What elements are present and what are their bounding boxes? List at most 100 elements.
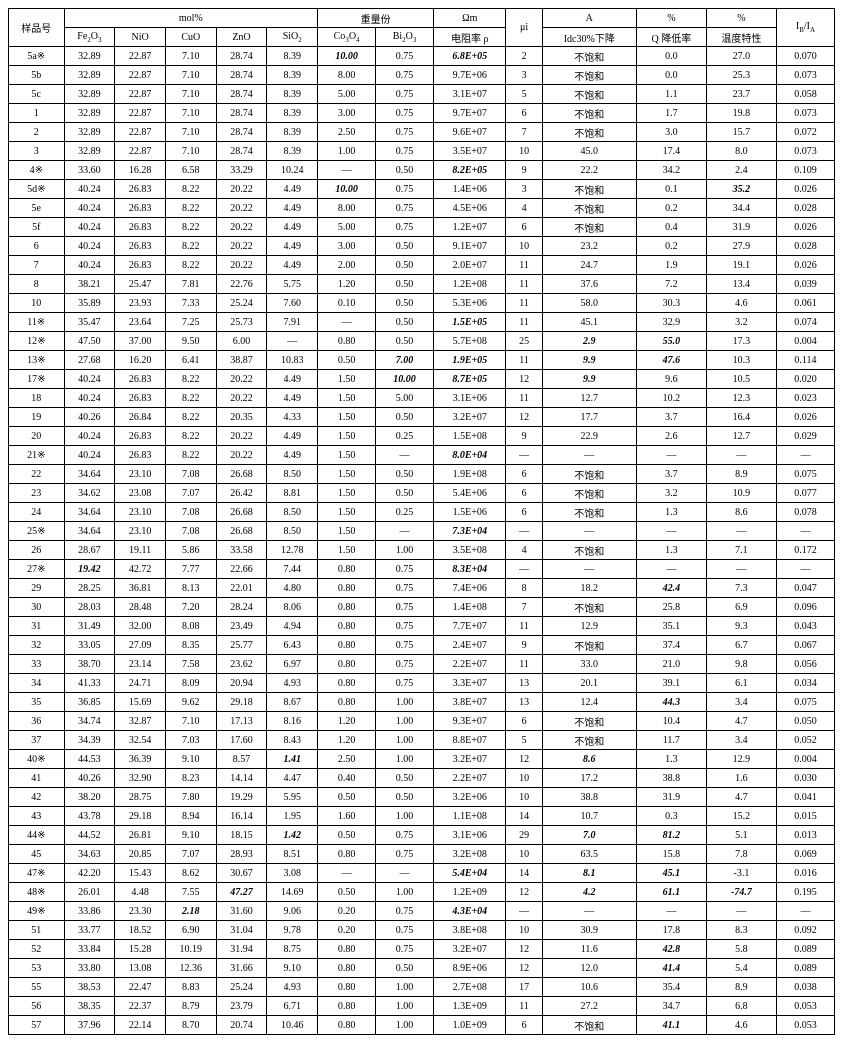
table-cell: 10.00 (318, 47, 376, 66)
table-cell: 24.7 (542, 256, 636, 275)
table-cell: 33 (9, 655, 65, 674)
table-cell: 0.078 (776, 503, 834, 522)
table-row: 4140.2632.908.2314.144.470.400.502.2E+07… (9, 769, 835, 788)
table-cell: 11 (506, 256, 542, 275)
table-cell: 28.74 (216, 104, 267, 123)
table-cell: 0.80 (318, 978, 376, 997)
table-cell: 不饱和 (542, 199, 636, 218)
table-row: 5638.3522.378.7923.796.710.801.001.3E+09… (9, 997, 835, 1016)
table-cell: 17.60 (216, 731, 267, 750)
table-cell: 8.39 (267, 85, 318, 104)
table-row: 3028.0328.487.2028.248.060.800.751.4E+08… (9, 598, 835, 617)
table-cell: 3.2E+06 (434, 788, 506, 807)
table-cell: 23.10 (115, 465, 166, 484)
table-row: 3233.0527.098.3525.776.430.800.752.4E+07… (9, 636, 835, 655)
table-cell: 0.50 (376, 465, 434, 484)
table-cell: 26.83 (115, 370, 166, 389)
table-cell: 56 (9, 997, 65, 1016)
table-cell: 3.7 (636, 408, 706, 427)
table-cell: 35 (9, 693, 65, 712)
table-cell: — (542, 522, 636, 541)
table-cell: 41.4 (636, 959, 706, 978)
table-cell: 8.22 (165, 389, 216, 408)
table-cell: 22.37 (115, 997, 166, 1016)
table-cell: 1.00 (376, 541, 434, 560)
table-cell: 1.00 (376, 693, 434, 712)
table-cell: 38.21 (64, 275, 115, 294)
table-row: 27※19.4242.727.7722.667.440.800.758.3E+0… (9, 560, 835, 579)
table-cell: 3.7 (636, 465, 706, 484)
table-cell: 0.25 (376, 503, 434, 522)
table-cell: 5.00 (376, 389, 434, 408)
table-cell: 12.3 (706, 389, 776, 408)
table-cell: 6.8 (706, 997, 776, 1016)
table-cell: 28.67 (64, 541, 115, 560)
table-cell: 6.41 (165, 351, 216, 370)
table-cell: 40.24 (64, 446, 115, 465)
table-cell: 23.14 (115, 655, 166, 674)
header-group-ohm: Ωm (434, 9, 506, 28)
table-cell: 6 (506, 1016, 542, 1035)
table-cell: 28.93 (216, 845, 267, 864)
table-cell: 28.74 (216, 47, 267, 66)
table-cell: 38.35 (64, 997, 115, 1016)
table-cell: 31.04 (216, 921, 267, 940)
table-cell: 4.49 (267, 256, 318, 275)
table-cell: 16.4 (706, 408, 776, 427)
table-cell: 1.00 (376, 883, 434, 902)
table-cell: 0.75 (376, 123, 434, 142)
table-cell: 0.75 (376, 902, 434, 921)
table-cell: 0.053 (776, 997, 834, 1016)
table-cell: 37.6 (542, 275, 636, 294)
table-cell: 15.8 (636, 845, 706, 864)
table-cell: 1.50 (318, 541, 376, 560)
table-cell: 不饱和 (542, 503, 636, 522)
table-cell: — (706, 902, 776, 921)
table-cell: 10.19 (165, 940, 216, 959)
table-cell: 5b (9, 66, 65, 85)
table-cell: 4.6 (706, 1016, 776, 1035)
table-row: 5538.5322.478.8325.244.930.801.002.7E+08… (9, 978, 835, 997)
table-cell: 40.24 (64, 427, 115, 446)
table-cell: — (318, 161, 376, 180)
table-cell: 20.94 (216, 674, 267, 693)
table-cell: 23.08 (115, 484, 166, 503)
table-cell: 35.2 (706, 180, 776, 199)
table-cell: 7.3E+04 (434, 522, 506, 541)
table-cell: 0.038 (776, 978, 834, 997)
table-cell: 30 (9, 598, 65, 617)
table-cell: 32.00 (115, 617, 166, 636)
table-cell: 6.1 (706, 674, 776, 693)
table-row: 47※42.2015.438.6230.673.08——5.4E+04148.1… (9, 864, 835, 883)
table-body: 5a※32.8922.877.1028.748.3910.000.756.8E+… (9, 47, 835, 1035)
table-cell: 1.00 (376, 978, 434, 997)
table-row: 5233.8415.2810.1931.948.750.800.753.2E+0… (9, 940, 835, 959)
table-cell: 7.10 (165, 104, 216, 123)
table-cell: 8.2E+05 (434, 161, 506, 180)
table-cell: 9.9 (542, 351, 636, 370)
table-cell: 34 (9, 674, 65, 693)
table-cell: 13 (506, 693, 542, 712)
table-cell: 2.18 (165, 902, 216, 921)
table-row: 3634.7432.877.1017.138.161.201.009.3E+07… (9, 712, 835, 731)
table-cell: 34.7 (636, 997, 706, 1016)
table-cell: 9.1E+07 (434, 237, 506, 256)
table-cell: 26.83 (115, 237, 166, 256)
table-cell: 45.1 (636, 864, 706, 883)
table-cell: 10.46 (267, 1016, 318, 1035)
table-cell: 2.2E+07 (434, 655, 506, 674)
table-cell: 0.026 (776, 256, 834, 275)
table-cell: 13.08 (115, 959, 166, 978)
table-cell: 3.2 (636, 484, 706, 503)
table-cell: 0.80 (318, 693, 376, 712)
table-cell: 1.20 (318, 712, 376, 731)
table-cell: 7.07 (165, 484, 216, 503)
table-cell: 8.1 (542, 864, 636, 883)
table-cell: 5.1 (706, 826, 776, 845)
table-cell: 0.80 (318, 617, 376, 636)
table-cell: 32.90 (115, 769, 166, 788)
table-cell: 4.49 (267, 389, 318, 408)
table-cell: 8.39 (267, 104, 318, 123)
table-cell: 20.22 (216, 370, 267, 389)
table-cell: 34.4 (706, 199, 776, 218)
